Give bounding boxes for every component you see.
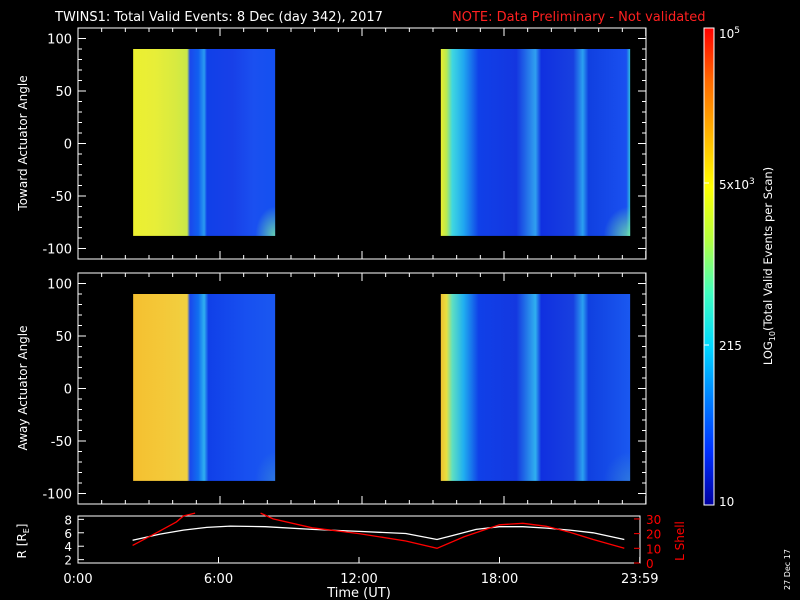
y-tick-label: 50 <box>55 330 72 345</box>
lshell-tick-label: 10 <box>646 542 661 556</box>
time-axis-label: Time (UT) <box>326 586 391 600</box>
r-tick-label: 2 <box>64 554 72 568</box>
x-tick-label: 23:59 <box>621 572 658 587</box>
colorbar-gradient <box>704 28 714 505</box>
y-tick-label: 0 <box>64 138 72 153</box>
toward-y-label: Toward Actuator Angle <box>16 75 30 211</box>
r-tick-label: 8 <box>64 513 72 527</box>
heatmap-feature <box>554 396 631 481</box>
y-tick-label: 100 <box>47 278 72 293</box>
radius-line <box>132 525 625 541</box>
lshell-tick-label: 20 <box>646 528 661 542</box>
y-tick-label: -100 <box>42 243 72 258</box>
y-tick-label: -50 <box>51 435 72 450</box>
away-panel: 100 50 0 -50 -100 Away Actuator Angle <box>16 272 647 505</box>
lshell-axis-label: L Shell <box>673 521 687 561</box>
orbit-frame <box>77 515 641 564</box>
lshell-line <box>132 512 196 546</box>
lshell-tick-label: 0 <box>646 557 654 571</box>
date-stamp: 27 Dec 17 <box>783 549 792 590</box>
x-tick-label: 12:00 <box>340 572 377 587</box>
colorbar-title: LOG10(Total Valid Events per Scan) <box>761 167 777 365</box>
radius-axis-label: R [RE] <box>15 524 31 559</box>
colorbar-label-1e5: 105 <box>719 26 740 41</box>
colorbar-label-215: 215 <box>719 339 742 353</box>
toward-y-ticks: 100 50 0 -50 -100 <box>42 33 646 258</box>
colorbar-label-5e3: 5x103 <box>719 177 755 192</box>
toward-heatmap <box>133 49 631 236</box>
heatmap-feature <box>218 396 276 481</box>
preliminary-note: NOTE: Data Preliminary - Not validated <box>452 10 706 25</box>
r-tick-label: 6 <box>64 527 72 541</box>
colorbar-frame <box>703 27 715 506</box>
toward-panel: 100 50 0 -50 -100 Toward Actuator Angle <box>16 27 647 260</box>
colorbar: 105 5x103 215 10 LOG10(Total Valid Event… <box>703 26 777 509</box>
lshell-tick-label: 30 <box>646 513 661 527</box>
y-tick-label: 100 <box>47 33 72 48</box>
colorbar-label-10: 10 <box>719 495 734 509</box>
time-axis-ticks: 0:00 6:00 12:00 18:00 23:59 <box>63 28 659 587</box>
away-heatmap <box>133 294 631 481</box>
heatmap-feature <box>554 151 631 236</box>
away-y-label: Away Actuator Angle <box>16 325 30 450</box>
orbit-lines <box>132 512 625 549</box>
chart-title: TWINS1: Total Valid Events: 8 Dec (day 3… <box>54 10 383 25</box>
away-y-ticks: 100 50 0 -50 -100 <box>42 278 646 503</box>
x-tick-label: 18:00 <box>481 572 518 587</box>
y-tick-label: 0 <box>64 383 72 398</box>
x-tick-label: 0:00 <box>63 572 92 587</box>
y-tick-label: 50 <box>55 85 72 100</box>
x-tick-label: 6:00 <box>204 572 233 587</box>
heatmap-feature <box>218 151 276 236</box>
r-tick-label: 4 <box>64 540 72 554</box>
y-tick-label: -50 <box>51 190 72 205</box>
lshell-line <box>260 512 625 549</box>
y-tick-label: -100 <box>42 488 72 503</box>
